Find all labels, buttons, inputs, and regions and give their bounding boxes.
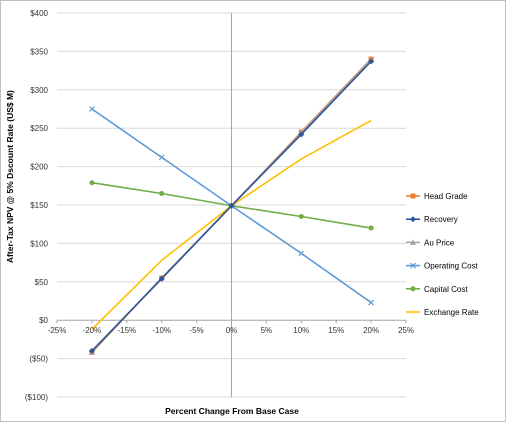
data-point-recovery: [298, 131, 305, 138]
x-tick-label: -25%: [48, 326, 67, 335]
legend-label: Operating Cost: [424, 262, 479, 271]
x-tick-label: 5%: [261, 326, 273, 335]
y-axis-ticks: $400 $350 $300 $250 $200 $150 $100 $50 $0 ($50) ($…: [25, 9, 49, 402]
data-point-operating-cost: [298, 250, 305, 257]
y-tick-label: $200: [30, 163, 48, 172]
y-tick-label: $100: [30, 239, 48, 248]
data-point-capital-cost: [159, 190, 165, 196]
x-tick-label: -15%: [117, 326, 136, 335]
x-tick-label: -5%: [189, 326, 203, 335]
x-axis-ticks: -25% -20% -15% -10% -5% 0% 5% 10% 15% 20% 25%: [48, 320, 414, 335]
data-point-recovery: [88, 347, 95, 354]
legend-marker: [410, 193, 416, 199]
y-tick-label: $150: [30, 201, 48, 210]
legend-item-au-price: Au Price: [406, 238, 455, 247]
y-axis-title: After-Tax NPV @ 5% Dscount Rate (US$ M): [5, 90, 15, 263]
x-tick-label: 10%: [293, 326, 309, 335]
x-tick-label: 20%: [363, 326, 379, 335]
y-tick-label: $300: [30, 86, 48, 95]
y-tick-label: $400: [30, 9, 48, 18]
data-point-operating-cost: [158, 154, 165, 161]
legend-label: Au Price: [424, 238, 455, 247]
series-recovery: [88, 58, 375, 354]
legend-item-recovery: Recovery: [406, 215, 458, 224]
data-point-recovery: [158, 275, 165, 282]
data-point-recovery: [368, 58, 375, 65]
data-point-operating-cost: [88, 106, 95, 112]
legend-item-head-grade: Head Grade: [406, 192, 468, 201]
y-tick-label: $250: [30, 124, 48, 133]
x-tick-label: -20%: [83, 326, 102, 335]
legend: Head Grade Recovery Au Price Operating Cost…: [406, 192, 479, 317]
x-tick-label: -10%: [152, 326, 171, 335]
legend-marker: [410, 262, 416, 269]
y-tick-label: $0: [39, 316, 48, 325]
x-tick-label: 15%: [328, 326, 344, 335]
data-point-capital-cost: [89, 180, 95, 186]
legend-marker: [410, 239, 416, 245]
data-point-operating-cost: [368, 299, 375, 306]
legend-label: Capital Cost: [424, 285, 468, 294]
x-tick-label: 0%: [226, 326, 238, 335]
legend-label: Head Grade: [424, 192, 468, 201]
legend-item-operating-cost: Operating Cost: [406, 262, 479, 271]
legend-item-capital-cost: Capital Cost: [406, 285, 468, 294]
data-point-capital-cost: [368, 225, 374, 231]
legend-item-exchange-rate: Exchange Rate: [406, 308, 479, 317]
series-lines: [88, 56, 375, 355]
y-tick-label: ($100): [25, 393, 48, 402]
x-tick-label: 25%: [398, 326, 414, 335]
x-axis-title: Percent Change From Base Case: [165, 406, 299, 416]
legend-marker: [410, 216, 416, 223]
y-tick-label: $50: [35, 278, 49, 287]
y-tick-label: $350: [30, 47, 48, 56]
legend-label: Exchange Rate: [424, 308, 479, 317]
y-tick-label: ($50): [29, 355, 48, 364]
legend-marker: [410, 286, 416, 292]
data-point-capital-cost: [298, 214, 304, 220]
data-point-recovery: [228, 202, 235, 209]
legend-label: Recovery: [424, 215, 458, 224]
